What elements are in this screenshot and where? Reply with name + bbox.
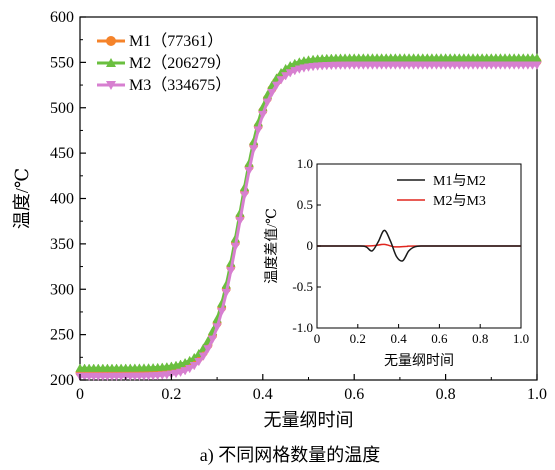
data-point	[258, 110, 268, 120]
legend-marker	[106, 81, 116, 90]
inset-legend-label: M1与M2	[433, 173, 486, 189]
legend-marker	[106, 58, 116, 67]
data-point	[226, 267, 236, 276]
inset-x-tick-label: 0	[314, 331, 321, 346]
data-point	[185, 365, 195, 374]
y-tick-label: 450	[50, 145, 74, 162]
x-tick-label: 0.4	[253, 386, 273, 403]
x-axis-title: 无量纲时间	[264, 410, 354, 430]
data-point	[189, 362, 199, 371]
data-point	[207, 335, 218, 344]
data-point	[532, 61, 542, 70]
legend-label: M2（206279）	[129, 54, 231, 72]
data-point	[262, 98, 272, 107]
data-point	[230, 242, 241, 252]
inset-legend-label: M2与M3	[433, 193, 486, 209]
y-axis-title: 温度/℃	[12, 168, 32, 229]
data-point	[180, 367, 190, 376]
inset-y-tick-label: -1.0	[292, 320, 313, 335]
inset-series-line	[316, 229, 521, 262]
inset-y-axis-title: 温度差值/℃	[264, 208, 280, 284]
data-point	[267, 89, 277, 98]
data-point	[239, 191, 250, 200]
figure-caption: a) 不同网格数量的温度	[200, 445, 380, 466]
inset-x-tick-label: 0.2	[350, 331, 366, 346]
data-point	[212, 323, 222, 332]
inset-x-tick-label: 0.8	[472, 331, 488, 346]
inset-y-tick-label: 0	[307, 238, 314, 253]
y-tick-label: 400	[50, 191, 74, 208]
x-tick-label: 1.0	[527, 386, 547, 403]
inset-x-tick-label: 0.6	[431, 331, 448, 346]
inset-y-tick-label: 1.0	[297, 156, 313, 171]
y-tick-label: 350	[50, 236, 74, 253]
y-tick-label: 200	[50, 372, 74, 389]
inset-x-axis-title: 无量纲时间	[384, 353, 454, 369]
legend-label: M1（77361）	[129, 32, 223, 50]
data-point	[276, 76, 286, 85]
data-point	[253, 126, 263, 135]
data-point	[203, 345, 213, 354]
data-point	[217, 307, 227, 317]
y-tick-label: 250	[50, 327, 74, 344]
inset-x-tick-label: 1.0	[513, 331, 529, 346]
legend-marker	[106, 36, 116, 46]
data-point	[285, 69, 295, 78]
inset-legend: M1与M2 M2与M3	[397, 173, 486, 209]
x-tick-label: 0	[76, 386, 84, 403]
x-tick-label: 0.8	[436, 386, 456, 403]
y-tick-label: 600	[50, 9, 74, 26]
y-tick-label: 550	[50, 54, 74, 71]
data-point	[221, 289, 231, 298]
legend-label: M3（334675）	[129, 76, 231, 94]
main-plot: 0 0.2 0.4 0.6 0.8 1.0 200 250 300 350 400 450 500 550…	[12, 9, 547, 430]
inset-x-tick-label: 0.4	[390, 331, 407, 346]
data-point	[249, 145, 259, 154]
inset-y-tick-label: 0.5	[297, 197, 313, 212]
data-point	[532, 53, 542, 62]
data-point	[235, 217, 245, 226]
data-point	[198, 352, 209, 361]
y-tick-label: 300	[50, 281, 74, 298]
x-tick-label: 0.6	[344, 386, 364, 403]
legend: M1（77361） M2（206279） M3（334675）	[97, 32, 231, 94]
inset-plot: 0 0.2 0.4 0.6 0.8 1.0 -1.0 -0.5 0 0.5 1.0 无量纲时间 温度差值…	[264, 156, 529, 369]
data-point	[281, 72, 291, 81]
inset-y-tick-label: -0.5	[292, 279, 313, 294]
y-tick-label: 500	[50, 100, 74, 117]
data-point	[244, 167, 254, 176]
data-point	[271, 81, 282, 91]
x-tick-label: 0.2	[161, 386, 181, 403]
data-point	[194, 357, 204, 367]
